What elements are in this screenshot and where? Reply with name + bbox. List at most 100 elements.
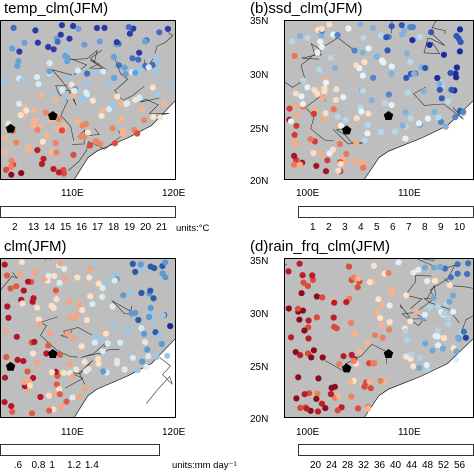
station-dot (385, 270, 392, 277)
station-dot (36, 321, 43, 328)
station-dot (454, 261, 461, 268)
province-boundary (55, 84, 74, 141)
station-dot (14, 356, 21, 363)
station-dot (423, 361, 430, 369)
station-dot (370, 262, 377, 269)
station-dot (111, 277, 118, 284)
city-marker (48, 349, 58, 358)
station-dot (34, 39, 42, 46)
station-dot (299, 101, 306, 108)
station-dot (334, 113, 341, 120)
station-dot (399, 31, 406, 38)
station-dot (456, 48, 463, 55)
station-dot (353, 62, 360, 69)
station-dot (20, 287, 27, 294)
station-dot (150, 113, 157, 121)
station-dot (142, 339, 149, 346)
station-dot (293, 102, 300, 110)
station-dot (440, 51, 447, 58)
station-dot (99, 285, 106, 292)
colorbar-tick-label: 1.4 (84, 460, 99, 471)
station-dot (389, 286, 396, 293)
station-dot (404, 89, 411, 96)
station-dot (422, 340, 429, 347)
station-dot (434, 326, 441, 333)
station-dot (462, 334, 469, 341)
station-dot (315, 375, 322, 382)
colorbar-tick-label: 48 (422, 460, 434, 471)
station-dot (135, 56, 142, 63)
station-dot (62, 52, 69, 60)
station-dot (60, 369, 67, 376)
colorbar-tick-label: 36 (374, 460, 386, 471)
station-dot (430, 294, 437, 301)
station-dot (100, 68, 107, 75)
colorbar-tick-label: 4 (358, 222, 364, 233)
city-marker (383, 349, 394, 358)
station-dot (453, 74, 460, 81)
panel-c-units: units:mm day⁻¹ (172, 460, 237, 471)
station-dot (103, 278, 111, 285)
station-dot (92, 261, 99, 268)
station-dot (434, 303, 441, 310)
station-dot (35, 80, 42, 87)
station-dot (305, 317, 312, 324)
station-dot (2, 166, 10, 173)
station-dot (327, 391, 334, 398)
station-dot (395, 259, 402, 266)
station-dot (453, 32, 460, 40)
station-dot (4, 303, 11, 310)
station-dot (388, 63, 395, 70)
station-dot (402, 109, 409, 116)
station-dot (58, 22, 65, 29)
station-dot (291, 161, 298, 168)
station-dot (345, 25, 352, 32)
station-dot (84, 129, 91, 136)
station-dot (78, 343, 85, 350)
station-dot (304, 34, 311, 42)
station-dot (40, 155, 47, 162)
sea-region (363, 99, 474, 180)
station-dot (46, 60, 53, 67)
station-dot (354, 284, 361, 291)
station-dot (18, 170, 25, 177)
colorbar-tick-label: 13 (28, 222, 40, 233)
station-dot (296, 33, 304, 40)
panel-a-title: temp_clm(JFM) (4, 0, 109, 17)
station-dot (420, 88, 427, 95)
station-dot (91, 339, 98, 346)
station-dot (3, 272, 11, 279)
colorbar-tick-label: 52 (438, 460, 450, 471)
station-dot (143, 364, 150, 371)
station-dot (28, 410, 36, 417)
station-dot (305, 335, 312, 342)
panel-a-xtick-110E: 110E (61, 188, 84, 199)
station-dot (377, 32, 384, 39)
station-dot (135, 316, 142, 324)
station-dot (24, 278, 32, 285)
station-dot (53, 149, 60, 156)
panel-c-title: clm(JFM) (4, 238, 67, 255)
station-dot (136, 49, 143, 56)
station-dot (334, 31, 341, 39)
station-dot (314, 408, 322, 415)
station-dot (438, 95, 445, 102)
colorbar-tick-label: 20 (310, 460, 322, 471)
station-dot (318, 25, 325, 32)
station-dot (351, 158, 358, 165)
station-dot (52, 287, 60, 294)
station-dot (319, 94, 326, 101)
station-dot (129, 260, 136, 267)
station-dot (67, 314, 74, 321)
station-dot (122, 70, 129, 78)
station-dot (353, 115, 360, 122)
station-dot (45, 342, 52, 349)
station-dot (456, 336, 463, 343)
colorbar-tick-label: 28 (342, 460, 354, 471)
station-dot (407, 59, 414, 66)
colorbar-tick-label: 2 (12, 222, 18, 233)
station-dot (364, 122, 371, 129)
station-dot (322, 79, 330, 86)
station-dot (310, 150, 317, 157)
station-dot (361, 137, 368, 144)
